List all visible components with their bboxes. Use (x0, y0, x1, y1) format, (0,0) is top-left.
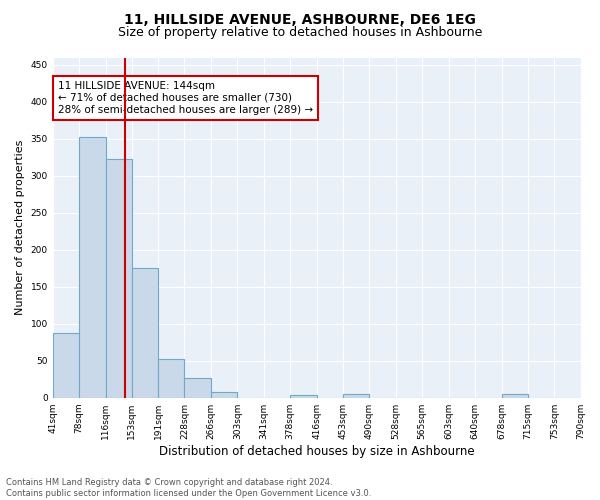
Bar (158, 358, 184, 398)
Text: 11 HILLSIDE AVENUE: 144sqm
← 71% of detached houses are smaller (730)
28% of sem: 11 HILLSIDE AVENUE: 144sqm ← 71% of deta… (58, 82, 313, 114)
Bar (131, 268, 158, 398)
Bar (53, 332, 79, 398)
X-axis label: Distribution of detached houses by size in Ashbourne: Distribution of detached houses by size … (159, 444, 475, 458)
Bar (343, 394, 369, 398)
Text: 11, HILLSIDE AVENUE, ASHBOURNE, DE6 1EG: 11, HILLSIDE AVENUE, ASHBOURNE, DE6 1EG (124, 12, 476, 26)
Bar (106, 159, 131, 398)
Text: Contains HM Land Registry data © Crown copyright and database right 2024.
Contai: Contains HM Land Registry data © Crown c… (6, 478, 371, 498)
Bar (290, 395, 317, 398)
Text: Size of property relative to detached houses in Ashbourne: Size of property relative to detached ho… (118, 26, 482, 39)
Bar (79, 136, 106, 398)
Bar (211, 392, 238, 398)
Y-axis label: Number of detached properties: Number of detached properties (15, 140, 25, 316)
Bar (502, 394, 527, 398)
Bar (184, 378, 211, 398)
